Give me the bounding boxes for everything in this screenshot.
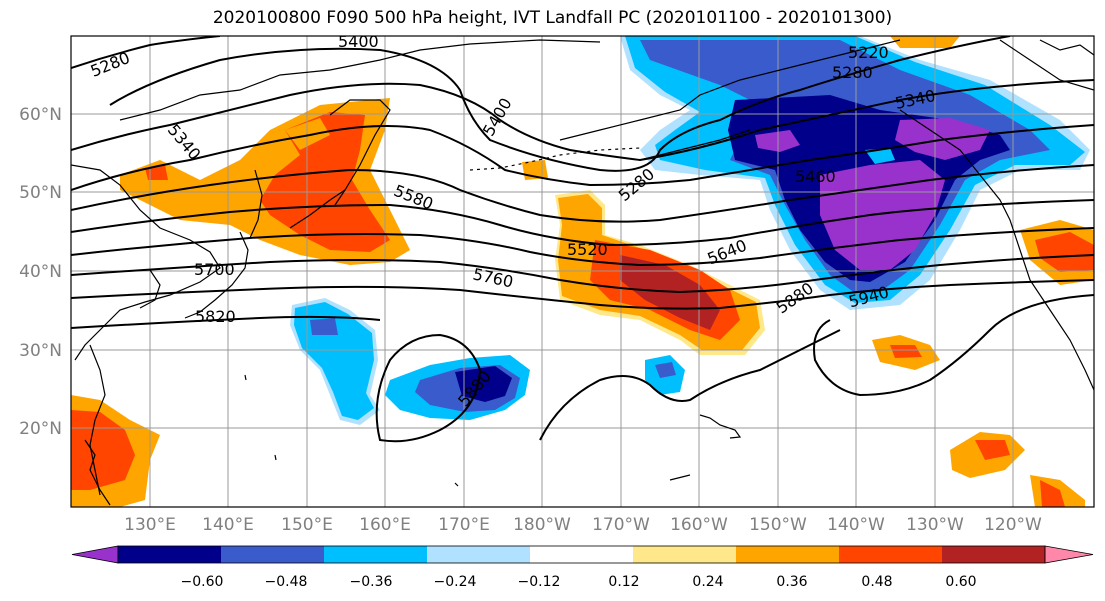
lon-label: 140°E bbox=[202, 515, 254, 535]
lat-label: 20°N bbox=[19, 419, 62, 439]
colorbar-segment bbox=[633, 546, 737, 563]
colorbar-tick-label: −0.12 bbox=[518, 574, 561, 590]
colorbar-segment bbox=[118, 546, 222, 563]
longitude-labels: 130°E 140°E 150°E 160°E 170°E 180°W 170°… bbox=[124, 515, 1042, 535]
lon-label: 140°W bbox=[827, 515, 885, 535]
colorbar-segment bbox=[942, 546, 1046, 563]
lon-label: 120°W bbox=[984, 515, 1042, 535]
colorbar-extension-high bbox=[1044, 545, 1094, 564]
colorbar-ticks: −0.60 −0.48 −0.36 −0.24 −0.12 0.12 0.24 … bbox=[181, 574, 977, 590]
colorbar-segment bbox=[839, 546, 943, 563]
lon-label: 180°W bbox=[513, 515, 571, 535]
coastlines bbox=[71, 39, 1094, 506]
colorbar-segment bbox=[427, 546, 531, 563]
colorbar-segment bbox=[324, 546, 428, 563]
colorbar-tick-label: −0.60 bbox=[181, 574, 224, 590]
lon-label: 170°W bbox=[592, 515, 650, 535]
contour-label: 5220 bbox=[848, 43, 889, 62]
contour-label: 5460 bbox=[795, 167, 836, 186]
latitude-labels: 60°N 50°N 40°N 30°N 20°N bbox=[19, 105, 62, 439]
colorbar-tick-label: −0.24 bbox=[434, 574, 477, 590]
colorbar-tick-label: −0.36 bbox=[350, 574, 393, 590]
lon-label: 130°W bbox=[906, 515, 964, 535]
colorbar: −0.60 −0.48 −0.36 −0.24 −0.12 0.12 0.24 … bbox=[71, 545, 1094, 590]
lon-label: 160°E bbox=[359, 515, 411, 535]
lon-label: 170°E bbox=[438, 515, 490, 535]
contour-label: 5280 bbox=[832, 63, 873, 82]
height-contours bbox=[71, 36, 1094, 443]
lon-label: 150°W bbox=[749, 515, 807, 535]
colorbar-segment bbox=[736, 546, 840, 563]
colorbar-segment bbox=[221, 546, 325, 563]
positive-anomaly-kamchatka bbox=[120, 98, 410, 265]
lat-label: 40°N bbox=[19, 262, 62, 282]
contour-label: 5520 bbox=[567, 240, 608, 259]
colorbar-extension-low bbox=[71, 545, 119, 564]
plot-frame bbox=[70, 35, 1095, 508]
positive-anomaly-patches bbox=[71, 36, 1094, 507]
colorbar-tick-label: 0.60 bbox=[945, 574, 976, 590]
contour-label: 5400 bbox=[338, 32, 379, 51]
lat-label: 30°N bbox=[19, 341, 62, 361]
colorbar-tick-label: 0.24 bbox=[692, 574, 723, 590]
lon-label: 130°E bbox=[124, 515, 176, 535]
map-title: 2020100800 F090 500 hPa height, IVT Land… bbox=[212, 8, 893, 28]
colorbar-tick-label: 0.12 bbox=[608, 574, 639, 590]
colorbar-segment bbox=[530, 546, 634, 563]
lon-label: 160°W bbox=[670, 515, 728, 535]
colorbar-frame bbox=[117, 545, 1046, 564]
negative-anomaly-gulf-of-alaska bbox=[620, 36, 1090, 310]
colorbar-segments bbox=[71, 545, 1094, 564]
colorbar-tick-label: 0.48 bbox=[861, 574, 892, 590]
contour-label: 5700 bbox=[194, 260, 235, 279]
colorbar-tick-label: 0.36 bbox=[776, 574, 807, 590]
lon-label: 150°E bbox=[281, 515, 333, 535]
negative-anomaly-west-pacific bbox=[290, 298, 685, 425]
contour-label: 5820 bbox=[195, 307, 236, 326]
map-gridlines bbox=[71, 36, 1094, 507]
lat-label: 60°N bbox=[19, 105, 62, 125]
lat-label: 50°N bbox=[19, 183, 62, 203]
colorbar-tick-label: −0.48 bbox=[265, 574, 308, 590]
